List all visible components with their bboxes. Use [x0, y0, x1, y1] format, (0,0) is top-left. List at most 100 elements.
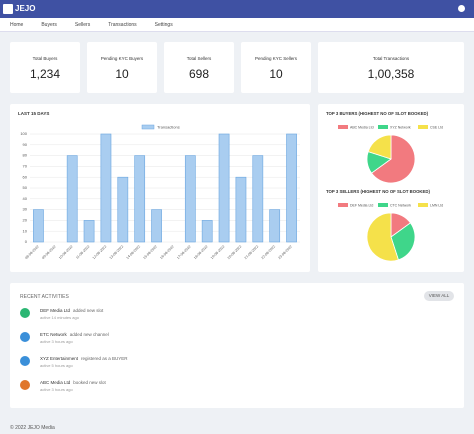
y-tick-label: 90 [23, 142, 28, 147]
activity-name: DEF Media Ltd [40, 308, 71, 313]
stat-label: Total Transactions [372, 56, 410, 61]
legend-swatch [418, 125, 428, 129]
activity-name: ETC Network [40, 332, 67, 337]
bar [218, 133, 230, 243]
logo: JEJO [15, 4, 36, 13]
activity-line: ABC Media Ltd booked new slot [40, 380, 106, 385]
activity-action: registered as a BUYER [81, 356, 128, 361]
activity-action: added new slot [73, 308, 104, 313]
bar [286, 133, 297, 243]
activity-time: active 5 hours ago [40, 363, 73, 368]
pie-card: TOP 3 BUYERS (HIGHEST NO OF SLOT BOOKED)… [318, 104, 464, 272]
activity-icon [20, 356, 30, 366]
bar [201, 220, 213, 243]
bar [117, 176, 129, 243]
x-tick-label: 09-08-2022 [41, 244, 57, 260]
x-tick-label: 14-08-2022 [126, 244, 142, 260]
x-tick-label: 20-08-2022 [227, 244, 243, 260]
footer: © 2022 JEJO Media [10, 425, 55, 431]
y-tick-label: 10 [23, 228, 28, 233]
bar-card: LAST 15 DAYS 0 10 20 30 40 50 60 70 80 90 100 Transa… [10, 104, 310, 272]
bar [33, 209, 44, 243]
activity-name: XYZ Entertainment [40, 356, 79, 361]
user-icon[interactable] [458, 5, 465, 12]
stat-card: Total Sellers 698 [164, 42, 234, 93]
x-tick-label: 11-08-2022 [75, 245, 90, 260]
chart-title: LAST 15 DAYS [18, 111, 49, 116]
legend-swatch [418, 203, 428, 207]
y-tick-label: 60 [23, 174, 28, 179]
activities-card: RECENT ACTIVITIES VIEW ALL DEF Media Ltd… [10, 283, 464, 408]
stat-card: Total Transactions 1,00,358 [318, 42, 464, 93]
x-tick-label: 15-08-2022 [142, 244, 158, 260]
activity-line: DEF Media Ltd added new slot [40, 308, 103, 313]
stat-card: Pending KYC Buyers 10 [87, 42, 157, 93]
y-tick-label: 100 [20, 131, 27, 136]
legend-swatch [338, 125, 348, 129]
y-tick-label: 50 [23, 185, 28, 190]
legend-swatch [378, 125, 388, 129]
legend-label: CSE Ltd [430, 125, 443, 129]
stat-value: 10 [269, 67, 283, 81]
y-tick-label: 80 [23, 153, 28, 158]
legend-label: DEF Media Ltd [350, 203, 373, 207]
y-tick-label: 20 [23, 217, 28, 222]
x-tick-label: 08-08-2022 [24, 244, 40, 260]
nav-item[interactable]: Settings [154, 22, 173, 28]
view-all[interactable]: VIEW ALL [424, 291, 454, 301]
activity-icon [20, 308, 30, 318]
logo-icon [3, 4, 13, 14]
legend-swatch [141, 124, 155, 130]
chart-title: TOP 3 SELLERS (HIGHEST NO OF SLOT BOOKED… [326, 189, 430, 194]
activity-icon [20, 380, 30, 390]
y-tick-label: 0 [25, 239, 28, 244]
bar [269, 209, 281, 243]
stat-value: 1,234 [29, 67, 61, 81]
x-tick-label: 21-08-2022 [244, 244, 260, 260]
bar [100, 133, 112, 243]
nav-item[interactable]: Home [10, 22, 24, 28]
nav-item[interactable]: Buyers [41, 22, 57, 28]
legend-label: XYZ Network [390, 125, 411, 129]
bar [184, 155, 196, 243]
nav-bar: Home Buyers Sellers Transactions Settings [0, 18, 474, 32]
y-tick-label: 40 [23, 196, 28, 201]
nav-item[interactable]: Transactions [108, 22, 137, 28]
activity-line: ETC Network added new channel [40, 332, 109, 337]
activity-action: added new channel [69, 332, 109, 337]
stat-value: 698 [188, 67, 210, 81]
legend-label: ABC Media Ltd [350, 125, 374, 129]
legend-label: Transactions [157, 125, 180, 130]
bar-chart: LAST 15 DAYS 0 10 20 30 40 50 60 70 80 90 100 Transa… [18, 111, 300, 260]
pie-slice [366, 212, 399, 262]
stat-card: Pending KYC Sellers 10 [241, 42, 311, 93]
activity-time: active 14 minutes ago [40, 315, 79, 320]
bar [134, 155, 146, 243]
activity-icon [20, 332, 30, 342]
legend-swatch [338, 203, 348, 207]
bar [252, 155, 264, 243]
legend-label: CTC Network [390, 203, 411, 207]
x-tick-label: 22-08-2022 [261, 244, 277, 260]
pie-slice [390, 222, 416, 261]
header: JEJO [0, 0, 474, 18]
y-tick-label: 30 [23, 207, 28, 212]
bar [151, 209, 162, 243]
activity-time: active 3 hours ago [40, 339, 73, 344]
x-tick-label: 19-08-2022 [210, 244, 226, 260]
x-tick-label: 17-08-2022 [176, 244, 192, 260]
legend-swatch [378, 203, 388, 207]
stat-label: Pending KYC Buyers [100, 56, 144, 61]
stat-label: Total Buyers [32, 56, 58, 61]
activity-line: XYZ Entertainment registered as a BUYER [40, 356, 128, 361]
activity-action: booked new slot [73, 380, 106, 385]
stat-label: Total Sellers [186, 56, 212, 61]
stat-label: Pending KYC Sellers [254, 56, 298, 61]
pie-charts: TOP 3 BUYERS (HIGHEST NO OF SLOT BOOKED)… [326, 111, 443, 262]
stat-value: 10 [115, 67, 129, 81]
x-tick-label: 18-08-2022 [193, 244, 209, 260]
x-tick-label: 12-08-2022 [92, 244, 108, 260]
legend-label: LMN Ltd [430, 203, 443, 207]
nav-item[interactable]: Sellers [74, 22, 91, 28]
